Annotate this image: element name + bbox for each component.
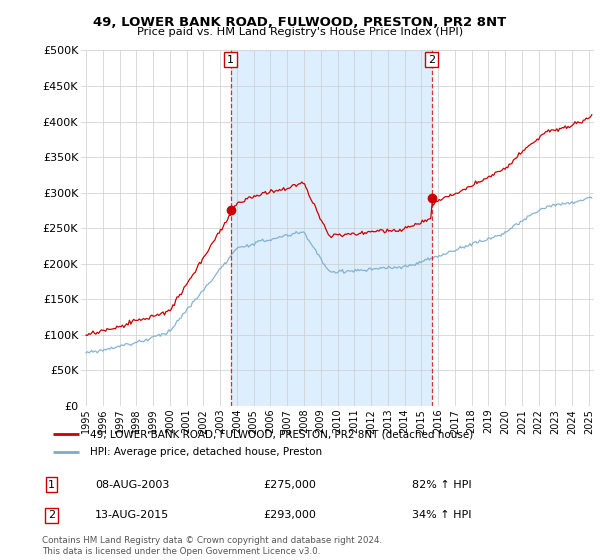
Text: Contains HM Land Registry data © Crown copyright and database right 2024.
This d: Contains HM Land Registry data © Crown c… bbox=[42, 536, 382, 556]
Text: Price paid vs. HM Land Registry's House Price Index (HPI): Price paid vs. HM Land Registry's House … bbox=[137, 27, 463, 37]
Text: 08-AUG-2003: 08-AUG-2003 bbox=[95, 479, 169, 489]
Text: £293,000: £293,000 bbox=[264, 510, 317, 520]
Text: 34% ↑ HPI: 34% ↑ HPI bbox=[412, 510, 471, 520]
Bar bbox=[230, 50, 432, 406]
Text: 1: 1 bbox=[48, 479, 55, 489]
Text: 82% ↑ HPI: 82% ↑ HPI bbox=[412, 479, 471, 489]
Text: 13-AUG-2015: 13-AUG-2015 bbox=[95, 510, 169, 520]
Text: 49, LOWER BANK ROAD, FULWOOD, PRESTON, PR2 8NT (detached house): 49, LOWER BANK ROAD, FULWOOD, PRESTON, P… bbox=[89, 429, 473, 439]
Text: 2: 2 bbox=[48, 510, 55, 520]
Text: £275,000: £275,000 bbox=[264, 479, 317, 489]
Text: 1: 1 bbox=[227, 55, 234, 64]
Text: 2: 2 bbox=[428, 55, 435, 64]
Text: HPI: Average price, detached house, Preston: HPI: Average price, detached house, Pres… bbox=[89, 447, 322, 457]
Text: 49, LOWER BANK ROAD, FULWOOD, PRESTON, PR2 8NT: 49, LOWER BANK ROAD, FULWOOD, PRESTON, P… bbox=[94, 16, 506, 29]
